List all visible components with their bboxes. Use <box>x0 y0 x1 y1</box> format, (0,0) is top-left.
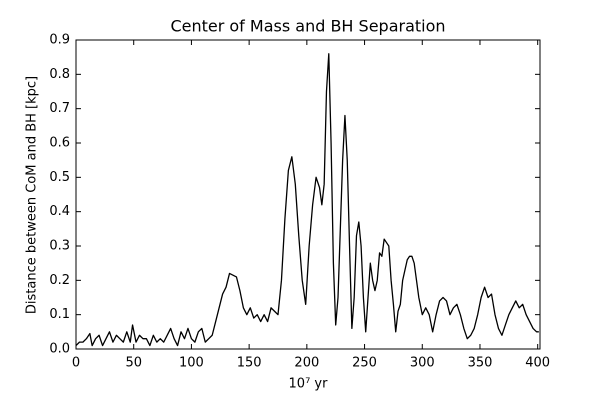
y-tick-label: 0.9 <box>49 33 70 48</box>
y-tick-label: 0.4 <box>49 204 70 219</box>
y-tick-label: 0.6 <box>49 136 70 151</box>
x-tick-label: 50 <box>125 356 142 371</box>
x-axis-label: 10⁷ yr <box>289 377 329 392</box>
x-tick-label: 300 <box>410 356 435 371</box>
chart-title: Center of Mass and BH Separation <box>170 17 445 36</box>
x-tick-label: 0 <box>72 356 80 371</box>
y-tick-label: 0.5 <box>49 170 70 185</box>
y-tick-label: 0.2 <box>49 273 70 288</box>
y-tick-label: 0.7 <box>49 101 70 116</box>
x-tick-label: 150 <box>237 356 262 371</box>
y-axis-label: Distance between CoM and BH [kpc] <box>25 76 40 314</box>
x-tick-label: 250 <box>352 356 377 371</box>
y-tick-label: 0.1 <box>49 307 70 322</box>
data-line <box>75 53 539 347</box>
y-tick-label: 0.3 <box>49 239 70 254</box>
y-tick-label: 0.0 <box>49 342 70 357</box>
x-tick-label: 350 <box>468 356 493 371</box>
x-tick-label: 400 <box>525 356 550 371</box>
y-tick-label: 0.8 <box>49 67 70 82</box>
x-tick-label: 200 <box>294 356 319 371</box>
x-tick-label: 100 <box>179 356 204 371</box>
plot-frame <box>75 39 541 350</box>
